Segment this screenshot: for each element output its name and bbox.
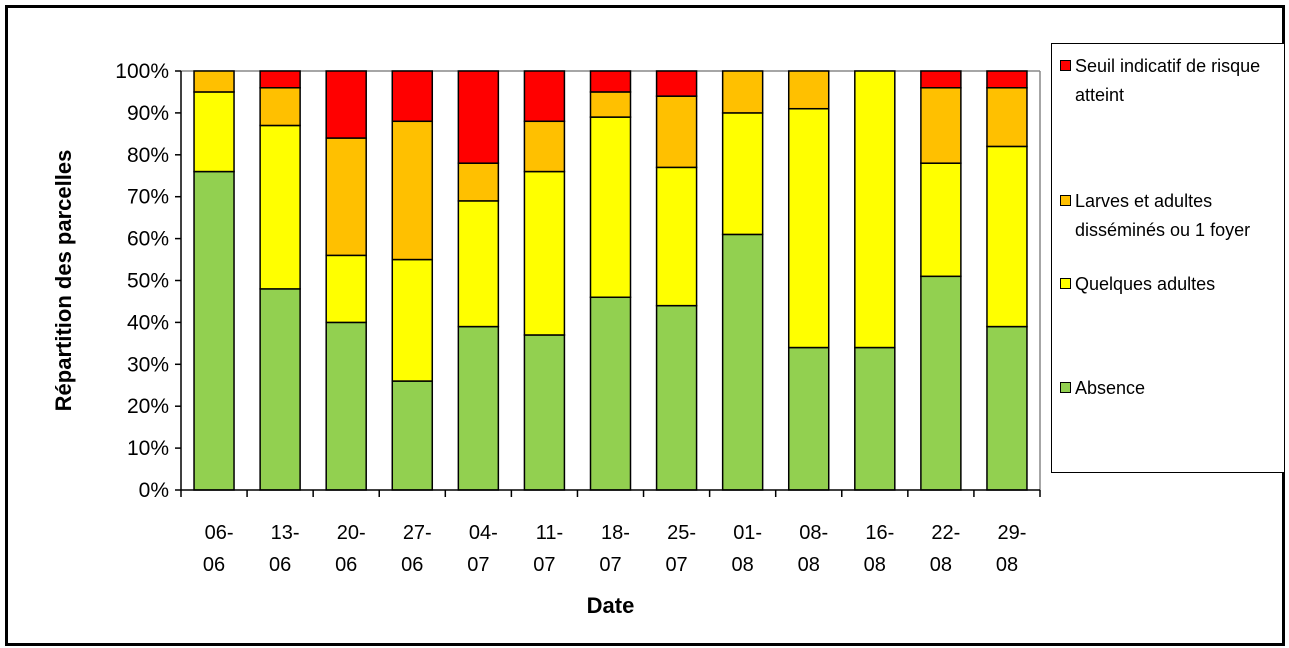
bar-segment-8-series-3 [655, 95, 698, 169]
legend: Seuil indicatif de risque atteint Larves … [1051, 43, 1285, 473]
x-tick-label: 01-08 [732, 522, 763, 576]
bar-segment-10-series-1 [787, 346, 830, 491]
legend-swatch [1060, 278, 1071, 289]
x-tick-label: 22-08 [930, 522, 961, 576]
legend-swatch [1060, 195, 1071, 206]
bar-segment-7-series-3 [589, 91, 632, 118]
y-tick-label: 90% [127, 102, 169, 125]
legend-label: Absence [1075, 378, 1146, 398]
bar-segment-2-series-1 [259, 288, 301, 491]
legend-label: Larves et adultes disséminés ou 1 foyer [1075, 191, 1251, 240]
y-tick-label: 0% [139, 479, 169, 502]
bar-segment-13-series-4 [986, 70, 1028, 89]
bar-segment-12-series-1 [920, 275, 962, 491]
bar-segment-8-series-1 [655, 304, 698, 491]
bar-segment-8-series-2 [655, 166, 698, 307]
x-tick-label: 08-08 [798, 522, 829, 576]
bar-segment-7-series-2 [589, 116, 632, 299]
x-tick-label: 13-06 [269, 522, 300, 576]
stacked-bar-chart: 0% 10% 20% 30% 40% 50% 60% 70% 80% 90% 100% 06-06 1… [51, 60, 1041, 618]
x-tick-label: 11-07 [533, 522, 563, 576]
bar-segment-12-series-2 [920, 162, 962, 278]
y-tick-label: 80% [127, 144, 169, 167]
y-tick-label: 10% [127, 437, 169, 460]
bar-segment-2-series-2 [259, 124, 301, 290]
bar-segment-6-series-3 [523, 120, 566, 173]
bar-segment-3-series-3 [325, 137, 367, 257]
bar-segment-4-series-3 [391, 120, 434, 261]
legend-swatch [1060, 382, 1071, 393]
x-tick-label: 20-06 [335, 522, 366, 576]
y-tick-label: 50% [127, 270, 169, 293]
bar-segment-4-series-1 [391, 380, 434, 491]
bar-segment-5-series-4 [457, 70, 500, 164]
x-tick-labels: 06-06 13-06 20-06 27-06 04-07 11-07 18-07 25-07… [203, 522, 1027, 576]
bar-segment-6-series-2 [523, 170, 566, 336]
legend-label: Quelques adultes [1075, 274, 1216, 294]
bar-segment-9-series-3 [721, 70, 764, 114]
bar-segment-5-series-2 [457, 200, 500, 328]
bar-segment-5-series-1 [457, 325, 500, 491]
y-tick-label: 30% [127, 353, 169, 376]
x-tick-label: 18-07 [599, 522, 630, 576]
bar-segment-13-series-2 [986, 145, 1028, 328]
bar-segment-13-series-1 [986, 325, 1028, 491]
bar-segment-6-series-1 [523, 334, 566, 491]
bar-segment-4-series-2 [391, 258, 434, 382]
y-tick-label: 70% [127, 186, 169, 209]
bar-segment-1-series-2 [193, 91, 235, 173]
y-tick-label: 20% [127, 395, 169, 418]
x-tick-label: 27-06 [401, 522, 432, 576]
axes-group [175, 70, 1041, 497]
x-tick-label: 29-08 [996, 522, 1027, 576]
bar-segment-3-series-1 [325, 321, 367, 491]
bar-segment-5-series-3 [457, 162, 500, 202]
bar-segment-1-series-3 [193, 70, 235, 93]
x-tick-label: 16-08 [864, 522, 895, 576]
bar-segment-11-series-2 [854, 70, 896, 349]
bar-segment-2-series-4 [259, 70, 301, 89]
bar-segment-6-series-4 [523, 70, 566, 123]
bar-segment-9-series-2 [721, 112, 764, 236]
y-tick-label: 40% [127, 311, 169, 334]
y-tick-label: 60% [127, 228, 169, 251]
bar-segment-7-series-1 [589, 296, 632, 491]
legend-swatch [1060, 60, 1071, 71]
x-tick-label: 04-07 [467, 522, 498, 576]
bar-segment-3-series-4 [325, 70, 367, 139]
bar-segment-12-series-4 [920, 70, 962, 89]
bar-segment-2-series-3 [259, 87, 301, 127]
bar-segment-10-series-2 [787, 107, 830, 349]
bar-segment-7-series-4 [589, 70, 632, 93]
y-tick-label: 100% [115, 60, 169, 83]
x-tick-label: 25-07 [665, 522, 696, 576]
bar-segment-10-series-3 [787, 70, 830, 110]
bar-segment-11-series-1 [854, 346, 896, 491]
bars-group [193, 70, 1028, 491]
chart-frame: 0% 10% 20% 30% 40% 50% 60% 70% 80% 90% 100% 06-06 1… [5, 5, 1285, 646]
x-axis-title: Date [587, 593, 635, 618]
bar-segment-4-series-4 [391, 70, 434, 123]
bar-segment-3-series-2 [325, 254, 367, 324]
y-tick-labels: 0% 10% 20% 30% 40% 50% 60% 70% 80% 90% 100% [115, 60, 169, 502]
bar-segment-1-series-1 [193, 170, 235, 491]
legend-label: Seuil indicatif de risque atteint [1075, 56, 1261, 105]
bar-segment-9-series-1 [721, 233, 764, 491]
y-axis-title: Répartition des parcelles [51, 150, 76, 412]
bar-segment-13-series-3 [986, 87, 1028, 148]
bar-segment-8-series-4 [655, 70, 698, 97]
x-tick-label: 06-06 [203, 522, 234, 576]
bar-segment-12-series-3 [920, 87, 962, 164]
